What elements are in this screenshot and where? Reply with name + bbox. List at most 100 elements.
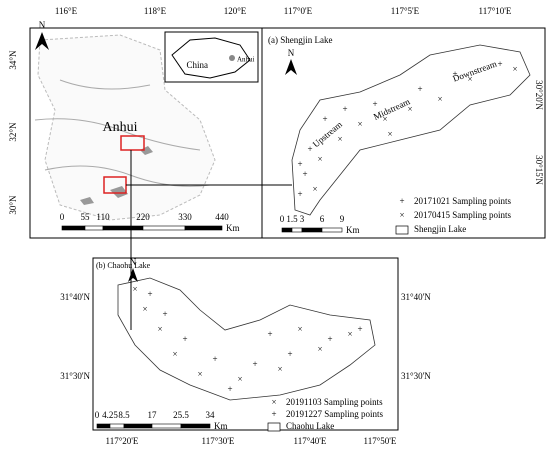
legend-swatch xyxy=(267,422,281,432)
scale-label: 220 xyxy=(136,212,150,222)
scale-label: 440 xyxy=(215,212,229,222)
sampling-point: + xyxy=(452,69,457,79)
rivers xyxy=(34,79,211,187)
legend-swatch xyxy=(395,225,409,235)
scale-label: 34 xyxy=(206,410,216,420)
sampling-point: × xyxy=(337,134,342,144)
sampling-point: + xyxy=(182,334,187,344)
coord-label: 30°20'N xyxy=(534,80,544,110)
scale-segment xyxy=(151,423,182,429)
sampling-point: + xyxy=(287,349,292,359)
sampling-point: × xyxy=(437,94,442,104)
sampling-point: + xyxy=(307,144,312,154)
coord-label: 31°30'N xyxy=(60,371,90,381)
scale-segment xyxy=(180,423,211,429)
scale-segment xyxy=(184,225,223,231)
coord-label: 34°N xyxy=(8,50,18,70)
sampling-point: × xyxy=(357,119,362,129)
sampling-point: × xyxy=(407,104,412,114)
panel-title: (b) Chaohu Lake xyxy=(96,261,151,270)
scale-unit: Km xyxy=(226,223,240,233)
anhui-inset xyxy=(229,55,235,61)
sampling-point: + xyxy=(227,384,232,394)
sampling-point: + xyxy=(297,189,302,199)
connector xyxy=(126,150,292,330)
sampling-point: + xyxy=(267,329,272,339)
coord-label: 118°E xyxy=(144,6,167,16)
north-label: N xyxy=(39,20,46,30)
legend-label: Chaohu Lake xyxy=(286,421,334,431)
legend-symbol: × xyxy=(271,397,276,407)
sampling-point: × xyxy=(297,324,302,334)
scale-segment xyxy=(291,227,303,233)
scale-label: 4.25 xyxy=(102,410,118,420)
sampling-point: + xyxy=(302,169,307,179)
sampling-point: + xyxy=(372,99,377,109)
scale-segment xyxy=(109,423,125,429)
sampling-point: × xyxy=(467,74,472,84)
sampling-point: × xyxy=(277,364,282,374)
sampling-point: × xyxy=(197,369,202,379)
scale-label: 0 xyxy=(95,410,100,420)
scale-segment xyxy=(96,423,111,429)
scale-label: 25.5 xyxy=(173,410,189,420)
sampling-point: + xyxy=(342,104,347,114)
legend-symbol: + xyxy=(399,196,404,206)
scale-segment xyxy=(321,227,343,233)
sampling-point: × xyxy=(512,64,517,74)
coord-label: 117°10'E xyxy=(479,6,512,16)
scale-label: 55 xyxy=(81,212,91,222)
coord-label: 30°15'N xyxy=(534,155,544,185)
coord-label: 32°N xyxy=(8,122,18,142)
scale-label: 3 xyxy=(300,214,305,224)
province-label: Anhui xyxy=(103,120,138,135)
shengjin-lake xyxy=(291,44,531,216)
sampling-point: × xyxy=(317,344,322,354)
legend-label: 20191103 Sampling points xyxy=(286,397,383,407)
sampling-point: + xyxy=(162,309,167,319)
sampling-point: + xyxy=(322,114,327,124)
sampling-point: + xyxy=(212,354,217,364)
scale-label: 110 xyxy=(96,212,110,222)
legend-label: 20191227 Sampling points xyxy=(286,409,384,419)
sampling-point: + xyxy=(297,159,302,169)
scale-label: 1.5 xyxy=(286,214,298,224)
panel-title: (a) Shengjin Lake xyxy=(268,35,332,45)
inset-province: Anhui xyxy=(237,56,255,64)
scale-unit: Km xyxy=(346,225,360,235)
inset-frame xyxy=(164,31,259,83)
sampling-point: × xyxy=(347,329,352,339)
north-arrow xyxy=(285,59,297,75)
legend-symbol: × xyxy=(399,210,404,220)
sampling-point: + xyxy=(497,59,502,69)
sampling-point: × xyxy=(172,349,177,359)
legend-label: Shengjin Lake xyxy=(414,224,466,234)
scale-segment xyxy=(281,227,293,233)
sampling-point: × xyxy=(142,304,147,314)
north-arrow xyxy=(128,268,138,282)
north-arrow xyxy=(35,32,49,50)
legend-symbol: + xyxy=(271,409,276,419)
coord-label: 117°5'E xyxy=(391,6,420,16)
china-outline xyxy=(171,37,251,79)
coord-label: 117°0'E xyxy=(284,6,313,16)
inset-country: China xyxy=(187,60,209,70)
sampling-point: × xyxy=(237,374,242,384)
sampling-point: + xyxy=(357,324,362,334)
scale-label: 6 xyxy=(320,214,325,224)
coord-label: 120°E xyxy=(224,6,247,16)
coord-label: 31°30'N xyxy=(401,371,431,381)
scale-segment xyxy=(61,225,86,231)
scale-segment xyxy=(123,423,153,429)
scale-segment xyxy=(301,227,323,233)
coord-label: 117°40'E xyxy=(294,436,327,446)
scale-segment xyxy=(142,225,186,231)
sampling-point: × xyxy=(157,324,162,334)
north-label: N xyxy=(130,257,137,267)
sampling-point: × xyxy=(387,129,392,139)
chaohu-box xyxy=(120,135,145,151)
shengjin-frame xyxy=(261,27,546,239)
scale-unit: Km xyxy=(214,421,228,431)
sampling-point: × xyxy=(382,114,387,124)
